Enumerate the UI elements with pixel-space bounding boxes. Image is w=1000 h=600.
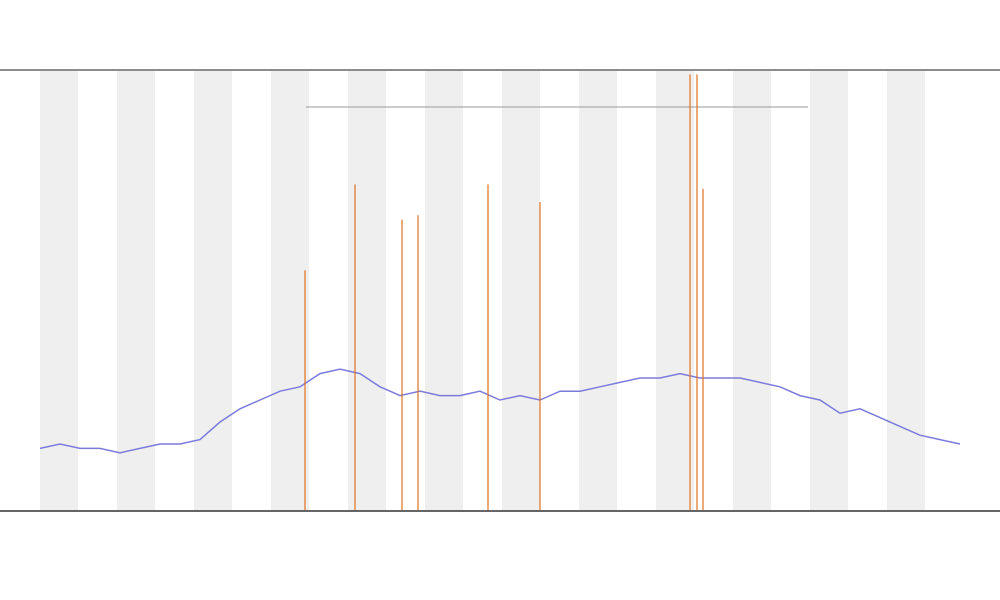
- band: [887, 71, 925, 511]
- background-bands: [40, 71, 925, 511]
- band: [40, 71, 78, 511]
- band: [348, 71, 386, 511]
- band: [117, 71, 155, 511]
- band: [194, 71, 232, 511]
- band: [810, 71, 848, 511]
- band: [271, 71, 309, 511]
- band: [502, 71, 540, 511]
- band: [425, 71, 463, 511]
- band: [733, 71, 771, 511]
- band: [579, 71, 617, 511]
- band: [656, 71, 694, 511]
- line: [39, 368, 961, 454]
